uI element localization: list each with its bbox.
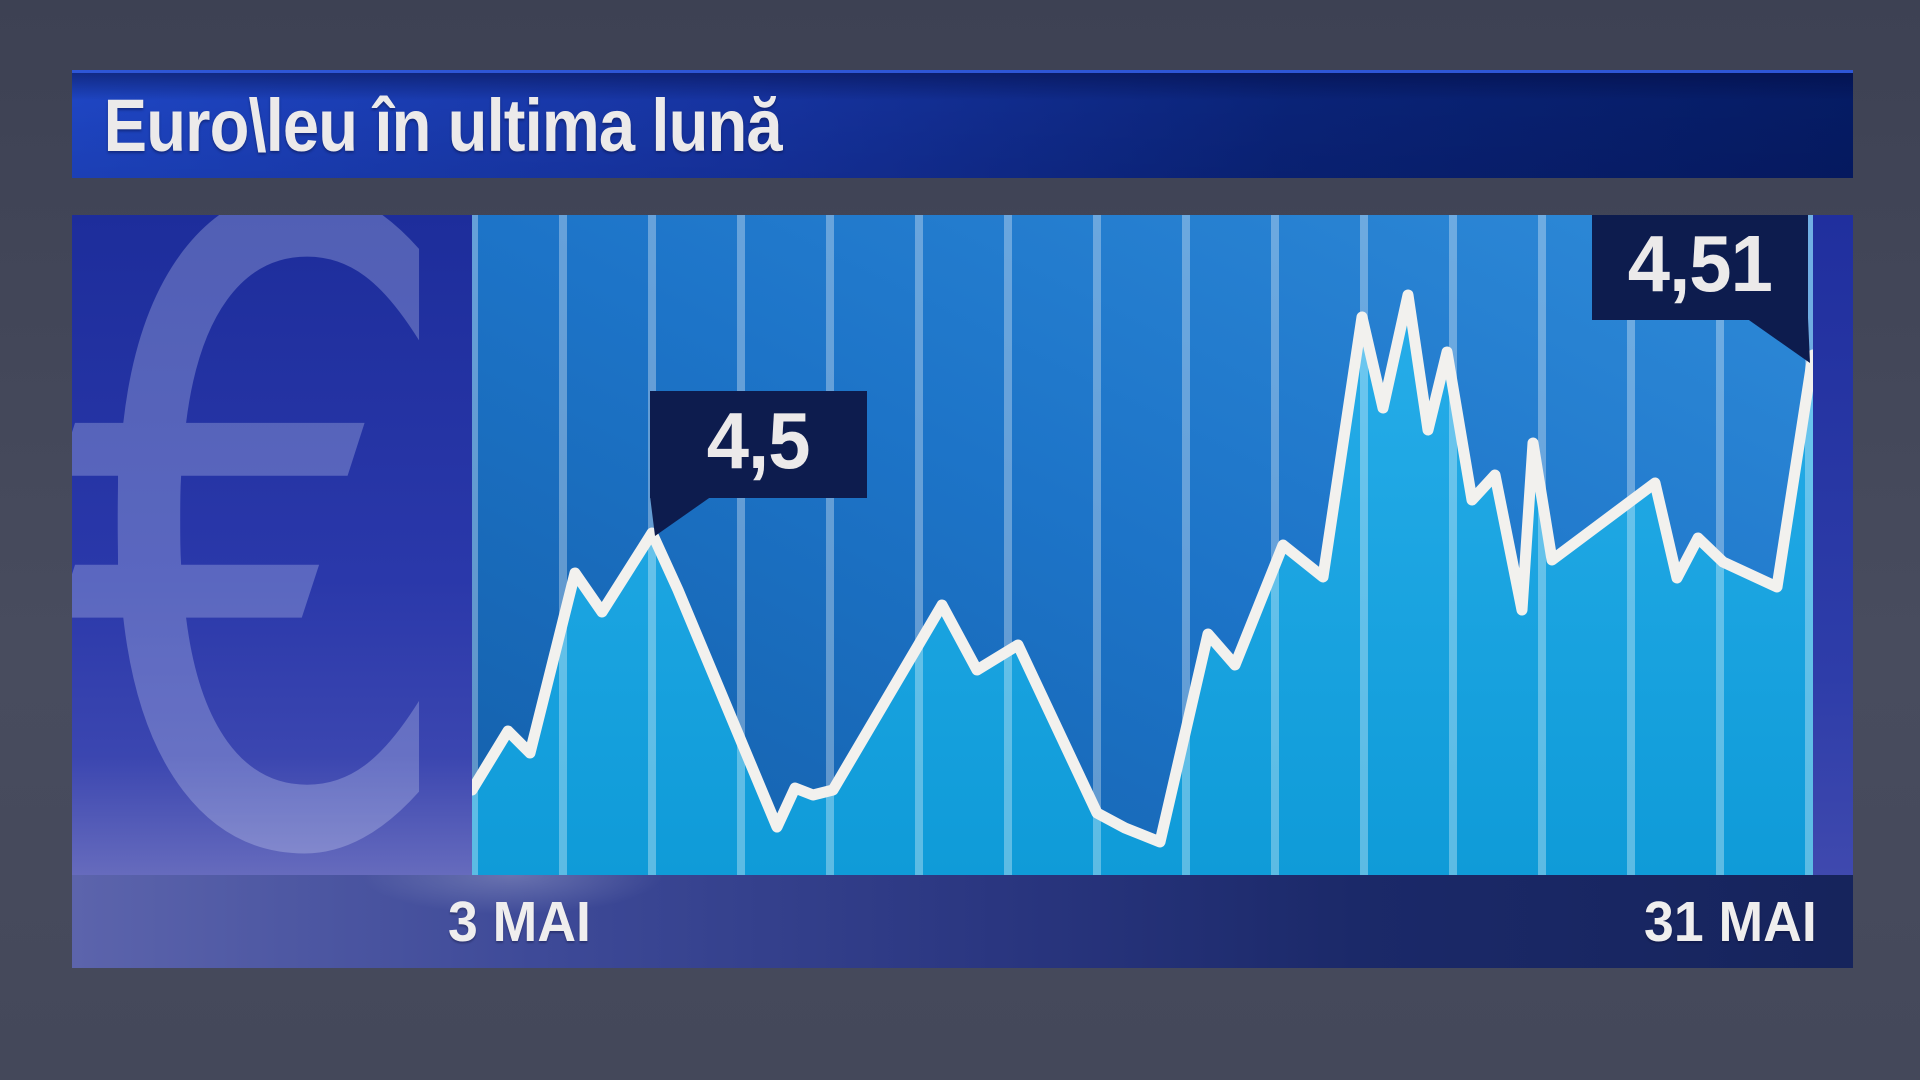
plot-area bbox=[466, 215, 1819, 875]
rate-line bbox=[466, 289, 1819, 848]
area-fill bbox=[472, 295, 1813, 875]
plot-svg bbox=[466, 215, 1819, 875]
callout-end-shape bbox=[1592, 215, 1810, 363]
callout-value-mid: 4,5 bbox=[707, 395, 811, 485]
callout-mid-shape bbox=[650, 391, 867, 536]
callout-value-end: 4,51 bbox=[1627, 218, 1773, 308]
axis-band bbox=[72, 875, 1853, 968]
right-panel bbox=[1813, 215, 1853, 875]
axis-label-end: 31 MAI bbox=[1644, 889, 1817, 954]
axis-label-start: 3 MAI bbox=[448, 889, 591, 954]
euro-watermark-icon: € bbox=[72, 215, 462, 875]
page-title: Euro\leu în ultima lună bbox=[103, 84, 783, 167]
left-panel: € bbox=[72, 215, 472, 875]
chart-panel: € bbox=[72, 215, 1853, 968]
title-bar: Euro\leu în ultima lună bbox=[72, 70, 1853, 178]
